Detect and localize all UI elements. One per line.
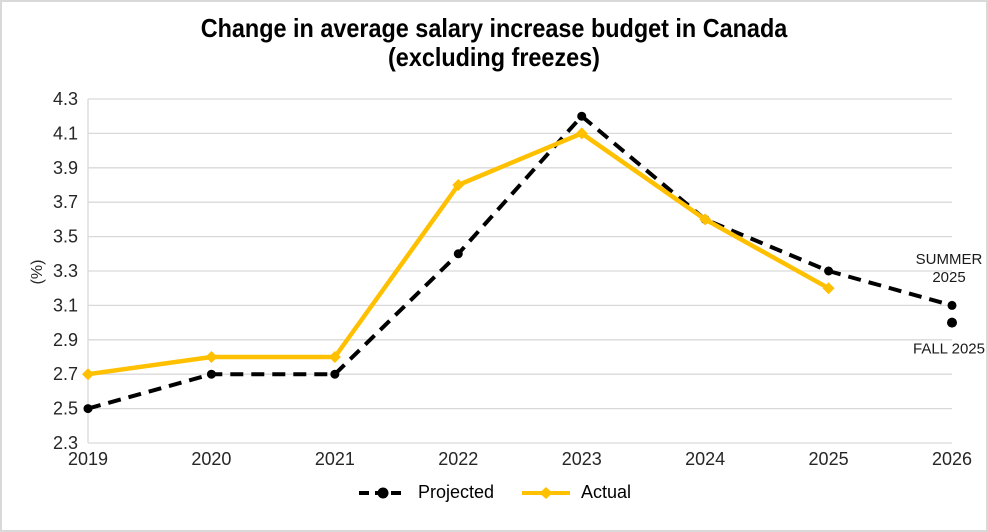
y-axis-tick-label: 2.5 — [53, 399, 78, 419]
y-axis-tick-label: 3.7 — [53, 192, 78, 212]
actual-marker — [328, 351, 341, 363]
projected-line — [87, 114, 953, 411]
projected-marker — [330, 369, 340, 379]
projected-legend-swatch — [358, 487, 407, 498]
actual-legend-swatch — [522, 486, 570, 499]
x-axis-tick-label: 2021 — [315, 449, 355, 469]
legend-label-projected: Projected — [417, 482, 494, 502]
x-axis-tick-label: 2020 — [191, 449, 231, 469]
projected-legend-marker — [377, 487, 389, 498]
chart-legend: Projected Actual — [2, 482, 986, 503]
legend-item-projected: Projected — [357, 482, 494, 503]
actual-marker — [575, 127, 588, 140]
projected-marker — [83, 404, 93, 414]
actual-legend-marker — [539, 486, 553, 499]
legend-item-actual: Actual — [520, 482, 631, 503]
y-axis-tick-label: 3.9 — [53, 158, 78, 178]
legend-label-actual: Actual — [581, 482, 632, 502]
actual-marker — [205, 351, 218, 363]
y-axis-tick-label: 3.1 — [53, 295, 78, 315]
projected-marker — [824, 266, 834, 276]
actual-marker — [452, 179, 465, 191]
y-axis-tick-label: 4.3 — [53, 89, 78, 109]
fall-2025-point — [947, 317, 957, 328]
y-axis-tick-label: 3.3 — [53, 261, 78, 281]
y-axis-tick-label: 2.7 — [53, 364, 78, 384]
chart-title: Change in average salary increase budget… — [51, 13, 937, 73]
projected-marker — [947, 300, 957, 310]
x-axis-tick-label: 2024 — [685, 449, 725, 469]
actual-marker — [699, 213, 712, 226]
y-axis-tick-label: 4.1 — [53, 123, 78, 143]
annotation-summer-2025: SUMMER — [916, 251, 983, 268]
actual-marker — [822, 282, 835, 295]
actual-marker — [82, 368, 94, 381]
x-axis-tick-label: 2026 — [932, 449, 972, 469]
annotation-fall-2025: FALL 2025 — [913, 341, 985, 358]
projected-marker — [206, 369, 216, 379]
annotation-summer-2025: 2025 — [932, 269, 965, 286]
x-axis-tick-label: 2025 — [809, 449, 849, 469]
chart-title-line2: (excluding freezes) — [388, 42, 600, 73]
y-axis-tick-label: 2.3 — [53, 433, 78, 453]
x-axis-tick-label: 2019 — [68, 449, 108, 469]
x-axis-tick-label: 2022 — [438, 449, 478, 469]
y-axis-tick-label: 3.5 — [53, 227, 78, 247]
projected-marker — [577, 111, 587, 121]
chart-title-line1: Change in average salary increase budget… — [200, 13, 788, 43]
x-axis-tick-label: 2023 — [562, 449, 602, 469]
projected-marker — [453, 249, 463, 259]
y-axis-tick-label: 2.9 — [53, 330, 78, 350]
